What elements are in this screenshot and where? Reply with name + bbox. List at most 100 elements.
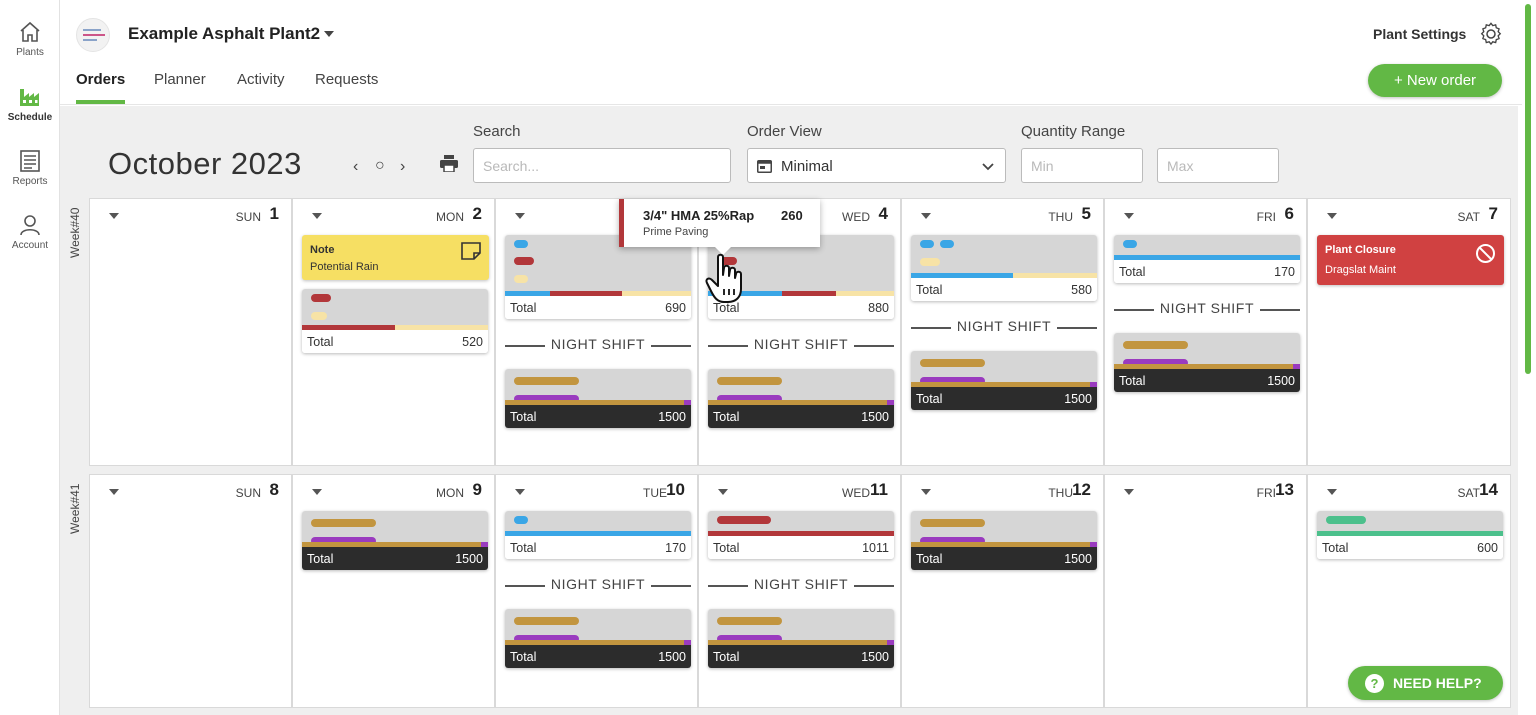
calendar-day-cell[interactable]: TUE 10 Total 170 NIGHT SHIFT Total 1500	[495, 474, 698, 708]
calendar-day-cell[interactable]: MON 9 Total 1500	[292, 474, 495, 708]
order-total-label: Total	[713, 410, 740, 424]
night-shift-order-card[interactable]: Total 1500	[302, 511, 488, 570]
day-menu-caret[interactable]	[1124, 489, 1134, 495]
next-month-button[interactable]: ›	[400, 158, 406, 175]
new-order-button[interactable]: + New order	[1368, 64, 1502, 97]
night-shift-order-card[interactable]: Total 1500	[708, 369, 894, 428]
day-menu-caret[interactable]	[718, 489, 728, 495]
order-bar[interactable]	[514, 617, 579, 625]
tab-orders[interactable]: Orders	[76, 71, 126, 104]
order-bar[interactable]	[311, 537, 376, 545]
scrollbar[interactable]	[1522, 0, 1536, 715]
calendar-day-cell[interactable]: THU 5 Total 580 NIGHT SHIFT Total 1500	[901, 198, 1104, 466]
order-bar[interactable]	[717, 257, 737, 265]
prev-month-button[interactable]: ‹	[353, 158, 359, 175]
order-view-select[interactable]: Minimal	[747, 148, 1006, 183]
order-bar[interactable]	[514, 395, 579, 403]
gear-icon[interactable]	[1479, 22, 1503, 46]
order-bar[interactable]	[311, 294, 331, 302]
order-bar[interactable]	[1123, 341, 1188, 349]
plant-closure-card[interactable]: Plant Closure Dragslat Maint	[1317, 235, 1504, 285]
order-bar[interactable]	[514, 377, 579, 385]
order-bar[interactable]	[717, 617, 782, 625]
order-bar[interactable]	[920, 240, 934, 248]
day-order-card[interactable]: Total 1011	[708, 511, 894, 559]
day-menu-caret[interactable]	[1124, 213, 1134, 219]
order-bar[interactable]	[311, 519, 376, 527]
order-bar[interactable]	[514, 275, 528, 283]
day-order-card[interactable]: Total 690	[505, 235, 691, 319]
night-shift-order-card[interactable]: Total 1500	[505, 369, 691, 428]
day-menu-caret[interactable]	[921, 489, 931, 495]
order-bar[interactable]	[514, 257, 534, 265]
order-bar[interactable]	[514, 516, 528, 524]
order-bar[interactable]	[1123, 359, 1188, 367]
day-order-card[interactable]: Total 170	[505, 511, 691, 559]
order-bar[interactable]	[514, 635, 579, 643]
quantity-segment	[683, 400, 691, 405]
day-menu-caret[interactable]	[109, 213, 119, 219]
sidebar-item-reports[interactable]: Reports	[0, 149, 60, 187]
search-input[interactable]	[473, 148, 731, 183]
order-bar[interactable]	[920, 537, 985, 545]
print-icon[interactable]	[440, 155, 458, 172]
night-shift-order-card[interactable]: Total 1500	[911, 511, 1097, 570]
day-menu-caret[interactable]	[312, 489, 322, 495]
calendar-day-cell[interactable]: FRI 13	[1104, 474, 1307, 708]
tab-requests[interactable]: Requests	[315, 71, 379, 88]
day-menu-caret[interactable]	[109, 489, 119, 495]
night-shift-order-card[interactable]: Total 1500	[708, 609, 894, 668]
quantity-max-input[interactable]	[1157, 148, 1279, 183]
calendar-day-cell[interactable]: SUN 8	[89, 474, 292, 708]
need-help-button[interactable]: ? NEED HELP?	[1348, 666, 1503, 700]
tab-activity[interactable]: Activity	[237, 71, 285, 88]
calendar-day-cell[interactable]: MON 2 Note Potential Rain Total 520	[292, 198, 495, 466]
order-bar[interactable]	[1123, 240, 1137, 248]
quantity-min-input[interactable]	[1021, 148, 1143, 183]
order-bar[interactable]	[920, 377, 985, 385]
day-order-card[interactable]: Total 600	[1317, 511, 1503, 559]
quantity-segment	[911, 542, 1090, 547]
quantity-strip	[1114, 364, 1300, 369]
day-number: 11	[870, 480, 888, 499]
plant-selector[interactable]: Example Asphalt Plant2	[128, 24, 321, 43]
order-bar[interactable]	[1326, 516, 1366, 524]
plant-settings-link[interactable]: Plant Settings	[1373, 26, 1467, 42]
day-menu-caret[interactable]	[921, 213, 931, 219]
calendar-day-cell[interactable]: FRI 6 Total 170 NIGHT SHIFT Total 1500	[1104, 198, 1307, 466]
sidebar-item-plants[interactable]: Plants	[0, 20, 60, 58]
order-total-label: Total	[510, 301, 537, 315]
day-menu-caret[interactable]	[1327, 213, 1337, 219]
tab-planner[interactable]: Planner	[154, 71, 206, 88]
order-bar[interactable]	[514, 240, 528, 248]
order-bar[interactable]	[717, 516, 771, 524]
order-bar[interactable]	[311, 312, 327, 320]
order-bar[interactable]	[920, 359, 985, 367]
day-order-card[interactable]: Total 520	[302, 289, 488, 353]
day-order-card[interactable]: Total 170	[1114, 235, 1300, 283]
order-bar[interactable]	[920, 519, 985, 527]
calendar-day-cell[interactable]: SAT 7 Plant Closure Dragslat Maint	[1307, 198, 1511, 466]
day-order-card[interactable]: Total 580	[911, 235, 1097, 301]
day-menu-caret[interactable]	[515, 489, 525, 495]
chevron-down-icon[interactable]	[324, 31, 334, 37]
day-menu-caret[interactable]	[312, 213, 322, 219]
calendar-day-cell[interactable]: THU 12 Total 1500	[901, 474, 1104, 708]
order-bar[interactable]	[940, 240, 954, 248]
night-shift-order-card[interactable]: Total 1500	[1114, 333, 1300, 392]
day-menu-caret[interactable]	[515, 213, 525, 219]
calendar-day-cell[interactable]: SUN 1	[89, 198, 292, 466]
order-bar[interactable]	[920, 258, 940, 266]
day-menu-caret[interactable]	[1327, 489, 1337, 495]
order-bar[interactable]	[717, 635, 782, 643]
order-bar[interactable]	[717, 395, 782, 403]
night-shift-order-card[interactable]: Total 1500	[911, 351, 1097, 410]
sidebar-item-schedule[interactable]: Schedule	[0, 85, 60, 123]
calendar-day-cell[interactable]: WED 11 Total 1011 NIGHT SHIFT Total 1500	[698, 474, 901, 708]
scrollbar-thumb[interactable]	[1525, 4, 1531, 374]
note-card[interactable]: Note Potential Rain	[302, 235, 489, 280]
night-shift-order-card[interactable]: Total 1500	[505, 609, 691, 668]
sidebar-item-account[interactable]: Account	[0, 213, 60, 251]
order-bar[interactable]	[717, 377, 782, 385]
today-button[interactable]: ○	[375, 157, 385, 174]
